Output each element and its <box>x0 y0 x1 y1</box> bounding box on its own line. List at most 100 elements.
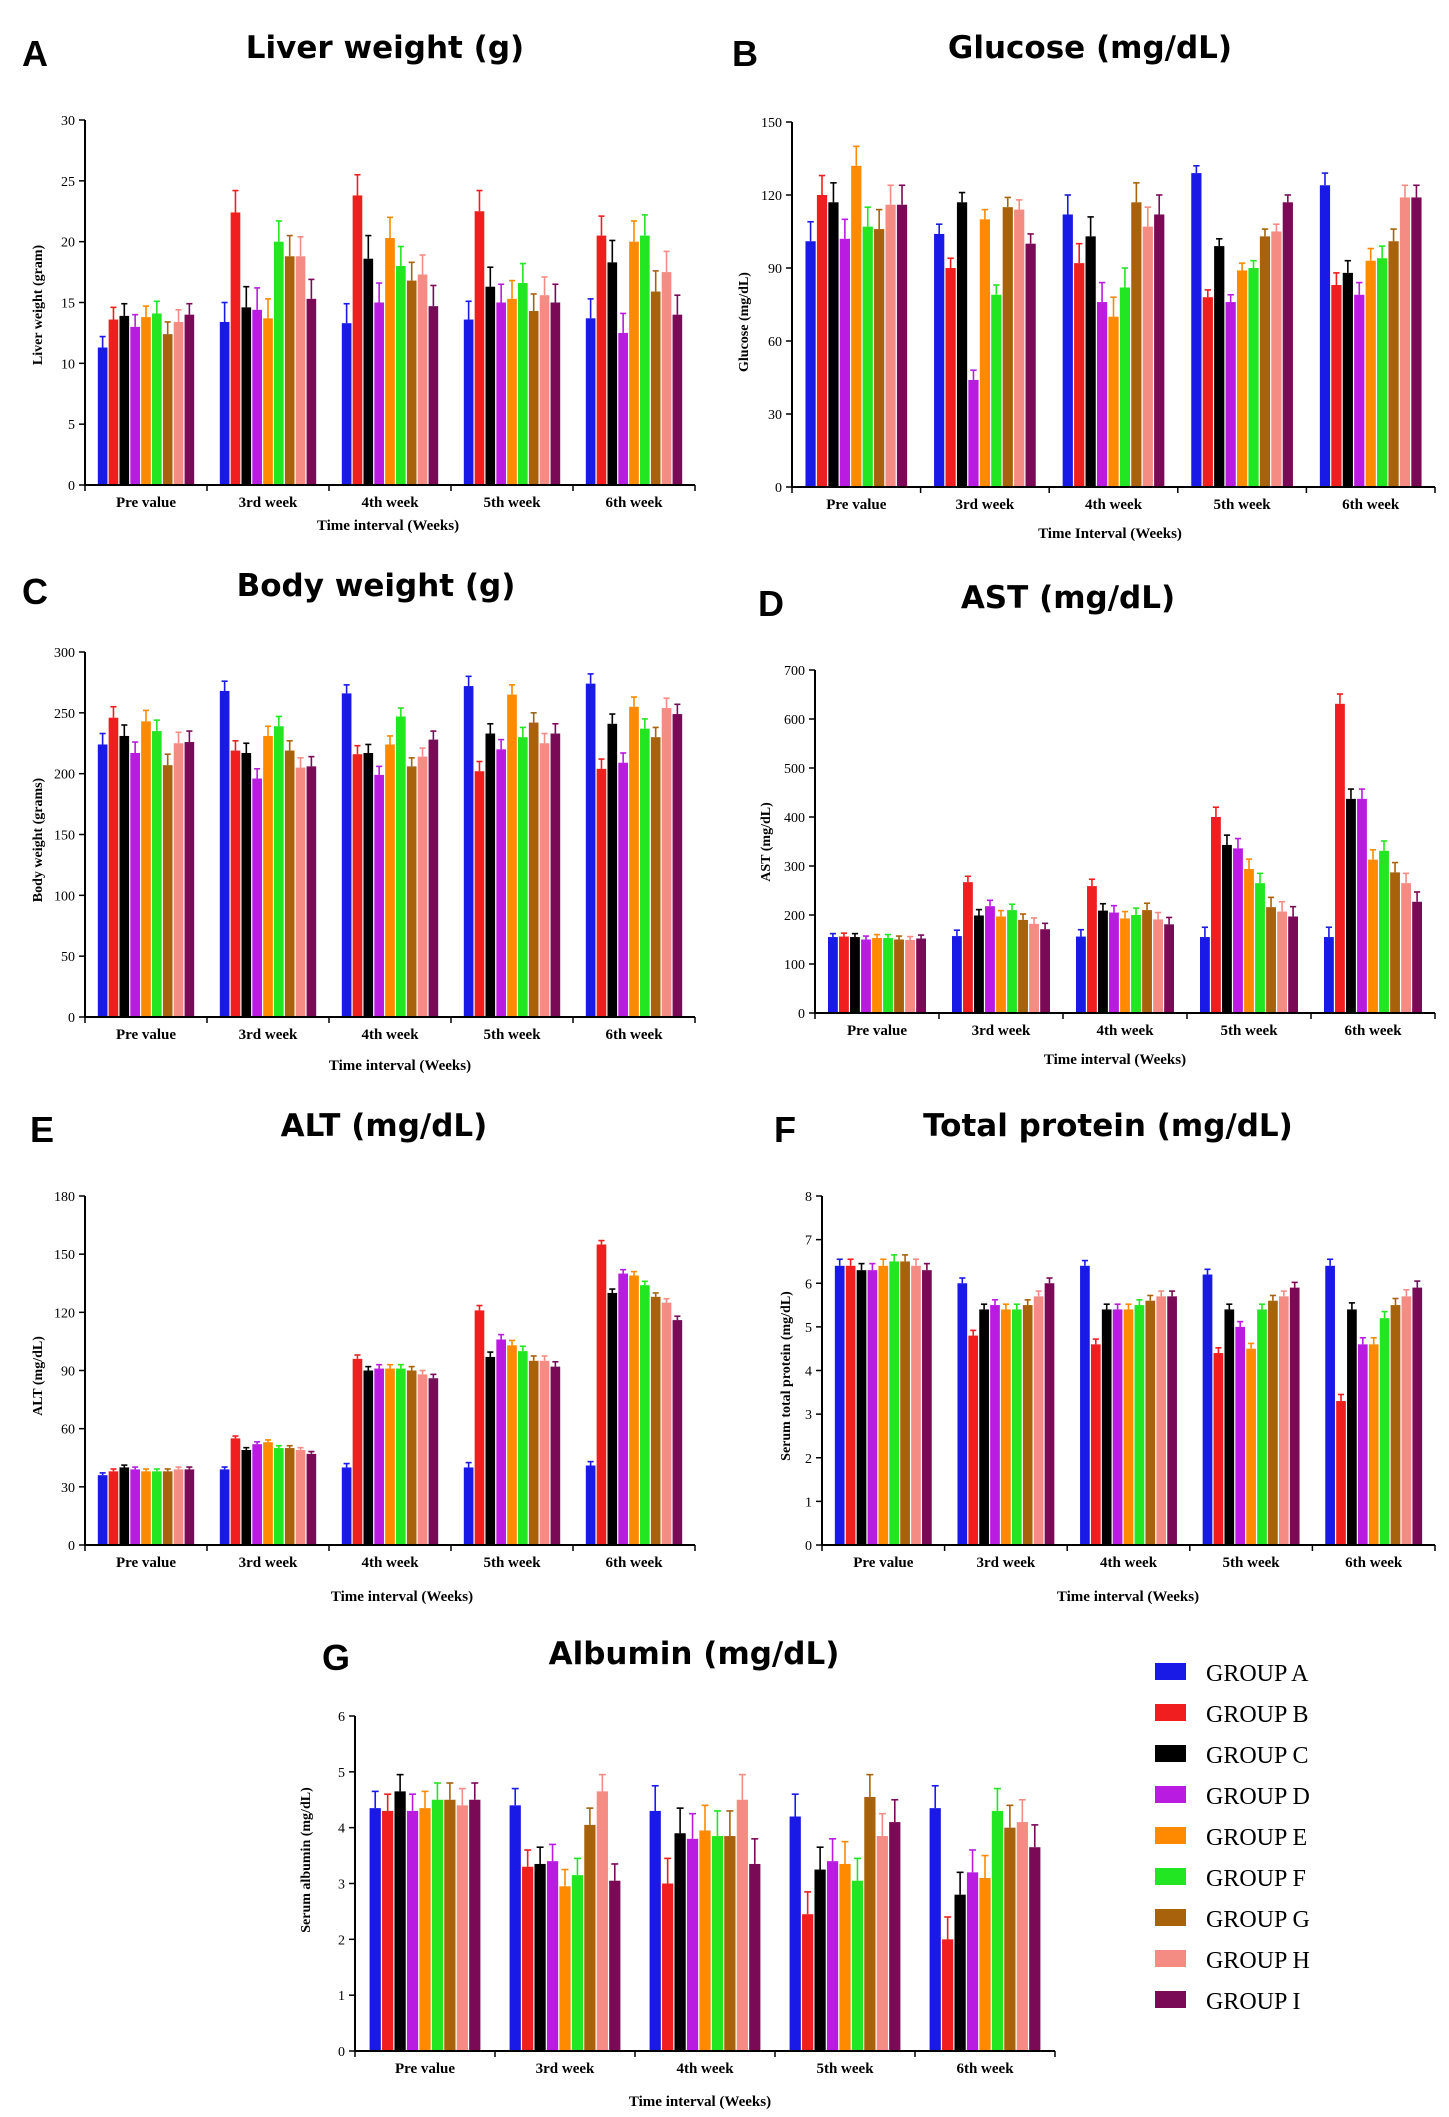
bar-group-d-5th-week <box>496 749 506 1017</box>
bar-group-d-3rd-week <box>990 1305 1000 1545</box>
bar-group-d-4th-week <box>374 302 384 485</box>
bar-group-c-4th-week <box>363 258 374 485</box>
bar-group-e-3rd-week <box>263 735 273 1017</box>
bar-group-a-3rd-week <box>952 936 962 1013</box>
bar-group-c-3rd-week <box>534 1863 546 2051</box>
x-tick-label: 3rd week <box>972 1023 1031 1039</box>
y-tick-label: 300 <box>784 860 805 875</box>
bar-group-f-3rd-week <box>1011 1309 1022 1545</box>
bar-group-g-pre-value <box>444 1799 456 2051</box>
y-tick-label: 200 <box>54 768 75 783</box>
bar-group-e-pre-value <box>419 1808 431 2051</box>
bar-group-c-4th-week <box>1098 910 1108 1013</box>
bar-group-g-3rd-week <box>284 750 295 1017</box>
bar-group-h-4th-week <box>1142 226 1153 487</box>
bar-group-h-5th-week <box>876 1836 888 2051</box>
x-axis-label: Time interval (Weeks) <box>329 1058 471 1074</box>
x-tick-label: 6th week <box>1345 1555 1403 1571</box>
bar-group-c-6th-week <box>607 262 618 485</box>
bar-group-b-pre-value <box>108 717 119 1017</box>
bar-group-a-6th-week <box>585 683 596 1017</box>
panel-c: C Body weight (g) Body weight (grams) Ti… <box>22 568 696 1074</box>
panel-letter: A <box>22 33 48 74</box>
y-tick-label: 25 <box>61 175 75 190</box>
bar-group-h-pre-value <box>173 321 184 485</box>
bar-group-i-3rd-week <box>306 1453 317 1545</box>
bar-group-c-4th-week <box>363 1370 374 1545</box>
bar-group-d-pre-value <box>406 1810 419 2051</box>
bar-group-b-pre-value <box>108 1471 119 1545</box>
bar-group-c-3rd-week <box>956 202 968 488</box>
bar-group-a-6th-week <box>1319 185 1331 487</box>
bar-group-h-6th-week <box>1401 883 1411 1013</box>
bar-group-h-4th-week <box>736 1799 748 2051</box>
bar-group-h-4th-week <box>1156 1296 1167 1545</box>
y-tick-label: 2 <box>338 1933 345 1948</box>
bar-group-e-4th-week <box>385 744 395 1017</box>
bar-group-f-5th-week <box>1257 1309 1267 1545</box>
bar-group-c-5th-week <box>485 286 496 485</box>
bar-group-a-4th-week <box>341 1467 352 1545</box>
bar-group-h-5th-week <box>1278 1296 1289 1545</box>
y-tick-label: 150 <box>54 1248 75 1263</box>
bar-group-a-3rd-week <box>957 1283 968 1545</box>
bar-group-e-4th-week <box>385 1368 395 1545</box>
bar-group-a-4th-week <box>341 323 352 485</box>
bar-group-h-6th-week <box>1016 1822 1028 2051</box>
y-tick-label: 50 <box>61 950 75 965</box>
x-axis-label: Time interval (Weeks) <box>331 1589 473 1605</box>
bar-group-e-4th-week <box>385 238 395 485</box>
legend-swatch-group-b <box>1155 1704 1186 1721</box>
y-tick-label: 8 <box>805 1190 812 1205</box>
bar-group-i-4th-week <box>428 306 439 485</box>
x-tick-label: 3rd week <box>536 2061 595 2077</box>
x-tick-label: 6th week <box>956 2061 1014 2077</box>
bar-group-h-6th-week <box>1401 1296 1412 1545</box>
bar-group-b-5th-week <box>1202 297 1213 487</box>
legend-swatch-group-d <box>1155 1786 1186 1803</box>
bar-group-f-6th-week <box>1379 850 1389 1013</box>
bar-group-e-6th-week <box>629 1275 639 1545</box>
bar-group-e-6th-week <box>629 241 639 485</box>
bar-group-e-4th-week <box>1123 1309 1134 1545</box>
y-tick-label: 400 <box>784 811 805 826</box>
x-tick-label: 5th week <box>1214 497 1272 513</box>
bar-group-c-6th-week <box>1346 798 1356 1013</box>
y-tick-label: 1 <box>338 1989 345 2004</box>
bar-group-a-pre-value <box>805 241 816 487</box>
bar-group-i-5th-week <box>1282 202 1293 488</box>
x-tick-label: Pre value <box>847 1023 907 1039</box>
bar-group-e-5th-week <box>839 1863 851 2051</box>
bar-group-b-6th-week <box>596 235 607 485</box>
y-tick-label: 30 <box>61 1481 75 1496</box>
y-tick-label: 4 <box>805 1365 812 1380</box>
bar-group-b-6th-week <box>1336 1401 1346 1545</box>
bar-group-d-3rd-week <box>546 1861 559 2051</box>
y-axis-label: Glucose (mg/dL) <box>737 272 752 372</box>
bar-group-c-4th-week <box>674 1833 686 2051</box>
x-tick-label: 5th week <box>1223 1555 1281 1571</box>
y-tick-label: 7 <box>805 1234 812 1249</box>
bar-group-d-pre-value <box>130 1469 140 1545</box>
bar-group-e-3rd-week <box>263 1442 273 1545</box>
y-tick-label: 30 <box>61 114 75 129</box>
bar-group-f-6th-week <box>640 1285 650 1545</box>
legend-label-group-f: GROUP F <box>1206 1866 1306 1892</box>
bar-group-e-3rd-week <box>996 916 1006 1013</box>
bar-group-i-pre-value <box>896 204 908 487</box>
bar-group-i-3rd-week <box>609 1880 621 2051</box>
bar-group-g-3rd-week <box>1002 207 1013 487</box>
panel-g: G Albumin (mg/dL) Serum albumin (mg/dL) … <box>299 1636 1056 2110</box>
x-tick-label: Pre value <box>395 2061 455 2077</box>
chart-title: Body weight (g) <box>237 568 516 604</box>
bar-group-a-5th-week <box>1200 937 1210 1013</box>
bar-group-h-3rd-week <box>596 1791 608 2051</box>
y-tick-label: 0 <box>798 1007 805 1022</box>
y-tick-label: 250 <box>54 707 75 722</box>
bar-group-c-6th-week <box>1342 272 1353 487</box>
bar-group-f-4th-week <box>711 1836 724 2051</box>
bar-group-h-pre-value <box>173 1469 184 1545</box>
bar-group-e-4th-week <box>699 1830 711 2051</box>
bar-group-d-6th-week <box>1357 798 1367 1013</box>
bar-group-i-3rd-week <box>1040 929 1050 1013</box>
